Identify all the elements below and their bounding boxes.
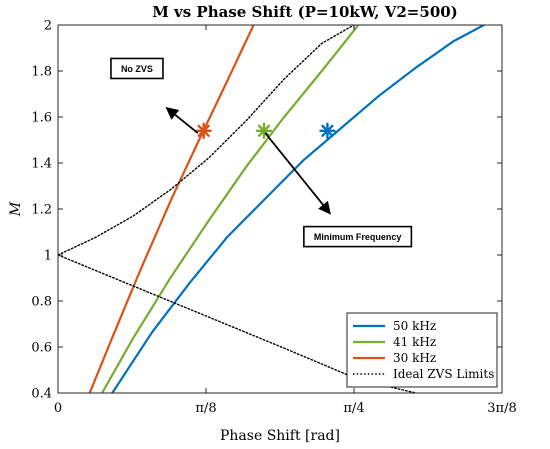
annotation-no-zvs: No ZVS bbox=[110, 57, 199, 134]
annotation-layer: No ZVS Minimum Frequency bbox=[110, 57, 413, 248]
marker-41-khz bbox=[255, 122, 273, 140]
y-tick-label: 1.8 bbox=[31, 65, 52, 80]
legend-entry-41-khz: 41 kHz bbox=[353, 335, 436, 349]
y-tick-label: 1.4 bbox=[31, 157, 52, 172]
annotation-arrow bbox=[264, 132, 331, 215]
series-line-41-khz bbox=[100, 25, 360, 393]
legend-label: 50 kHz bbox=[393, 319, 436, 333]
tick-layer: 0 π/8 π/4 3π/8 0.4 0.6 0.8 1 1.2 1.4 1.6 1.8 2 bbox=[31, 19, 516, 417]
chart-title: M vs Phase Shift (P=10kW, V2=500) bbox=[152, 3, 458, 21]
legend-label: 41 kHz bbox=[393, 335, 436, 349]
y-tick-label: 2 bbox=[44, 19, 52, 34]
legend-entry-50-khz: 50 kHz bbox=[353, 319, 436, 333]
annotation-box bbox=[303, 225, 413, 248]
x-tick-label: 0 bbox=[54, 401, 62, 416]
x-tick-label: π/4 bbox=[343, 401, 364, 416]
series-line-50-khz bbox=[111, 25, 485, 393]
legend-label: Ideal ZVS Limits bbox=[393, 367, 494, 381]
annotation-box bbox=[110, 57, 164, 80]
marker-30-khz bbox=[195, 122, 212, 140]
annotation-minimum-frequency: Minimum Frequency bbox=[264, 132, 413, 248]
x-axis-label: Phase Shift [rad] bbox=[220, 428, 340, 444]
series-layer bbox=[58, 25, 485, 393]
y-tick-label: 0.8 bbox=[31, 295, 52, 310]
series-line-30-khz bbox=[88, 25, 255, 393]
legend-label: 30 kHz bbox=[393, 351, 436, 365]
x-tick-label: 3π/8 bbox=[487, 401, 516, 416]
y-tick-label: 1 bbox=[44, 249, 52, 264]
legend-entry-ideal-zvs-limits: Ideal ZVS Limits bbox=[353, 367, 494, 381]
y-tick-label: 0.6 bbox=[31, 341, 52, 356]
y-axis-label: M bbox=[8, 201, 24, 217]
annotation-arrow bbox=[165, 107, 199, 134]
y-tick-label: 0.4 bbox=[31, 387, 52, 402]
marker-layer bbox=[195, 122, 336, 140]
x-tick-label: π/8 bbox=[195, 401, 216, 416]
legend: 50 kHz 41 kHz 30 kHz Ideal ZVS Limits bbox=[346, 312, 498, 388]
annotation-label: No ZVS bbox=[121, 64, 153, 74]
y-tick-label: 1.6 bbox=[31, 111, 52, 126]
legend-entry-30-khz: 30 kHz bbox=[353, 351, 436, 365]
marker-50-khz bbox=[319, 122, 336, 140]
y-tick-label: 1.2 bbox=[31, 203, 52, 218]
annotation-label: Minimum Frequency bbox=[314, 232, 402, 242]
series-line-ideal-zvs-limits bbox=[58, 25, 355, 256]
